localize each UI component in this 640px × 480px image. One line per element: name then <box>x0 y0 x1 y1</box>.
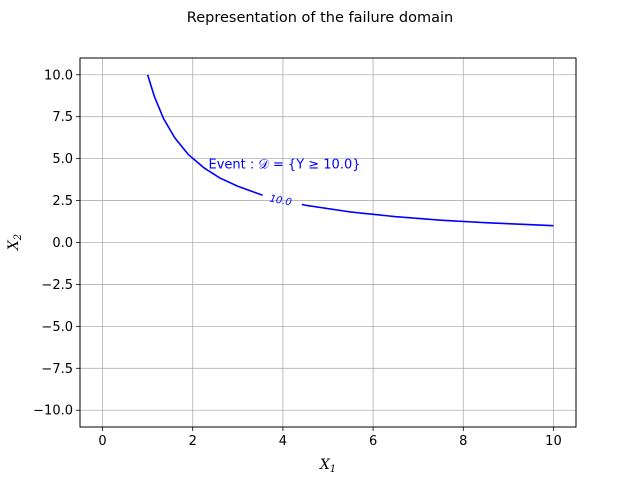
y-tick-label: −2.5 <box>41 278 73 293</box>
y-axis-label: X2 <box>6 234 24 251</box>
contour-line-segment <box>146 74 263 196</box>
y-tick-label: 0.0 <box>52 236 73 251</box>
x-tick-label: 6 <box>369 434 377 449</box>
series-layer <box>146 74 554 227</box>
event-annotation: Event : 𝒟 = {Y ≥ 10.0} <box>209 158 361 173</box>
y-tick-label: 5.0 <box>52 152 73 167</box>
x-axis-label-main: X <box>319 457 331 473</box>
contour-value-label: 10.0 <box>269 194 293 209</box>
y-axis-ticks: −10.0 −7.5 −5.0 −2.5 0.0 2.5 5.0 7.5 10.0 <box>33 68 80 419</box>
chart-title: Representation of the failure domain <box>187 10 453 26</box>
x-tick-label: 2 <box>189 434 197 449</box>
y-axis-label-main: X <box>6 239 22 251</box>
annotation-layer: 10.0 Event : 𝒟 = {Y ≥ 10.0} <box>209 158 361 209</box>
grid <box>80 58 576 427</box>
y-tick-label: −10.0 <box>33 404 73 419</box>
x-tick-label: 8 <box>459 434 467 449</box>
x-tick-label: 0 <box>98 434 106 449</box>
y-tick-label: −5.0 <box>41 320 73 335</box>
x-tick-label: 4 <box>279 434 287 449</box>
contour-line-segment <box>301 203 554 227</box>
y-tick-label: 10.0 <box>44 68 73 83</box>
y-tick-label: 7.5 <box>52 110 73 125</box>
y-tick-label: 2.5 <box>52 194 73 209</box>
x-axis-label-subscript: 1 <box>330 464 336 475</box>
x-axis-ticks: 0 2 4 6 8 10 <box>98 427 562 449</box>
x-tick-label: 10 <box>545 434 562 449</box>
y-tick-label: −7.5 <box>41 362 73 377</box>
x-axis-label: X1 <box>319 457 336 475</box>
y-axis-label-subscript: 2 <box>13 234 24 241</box>
